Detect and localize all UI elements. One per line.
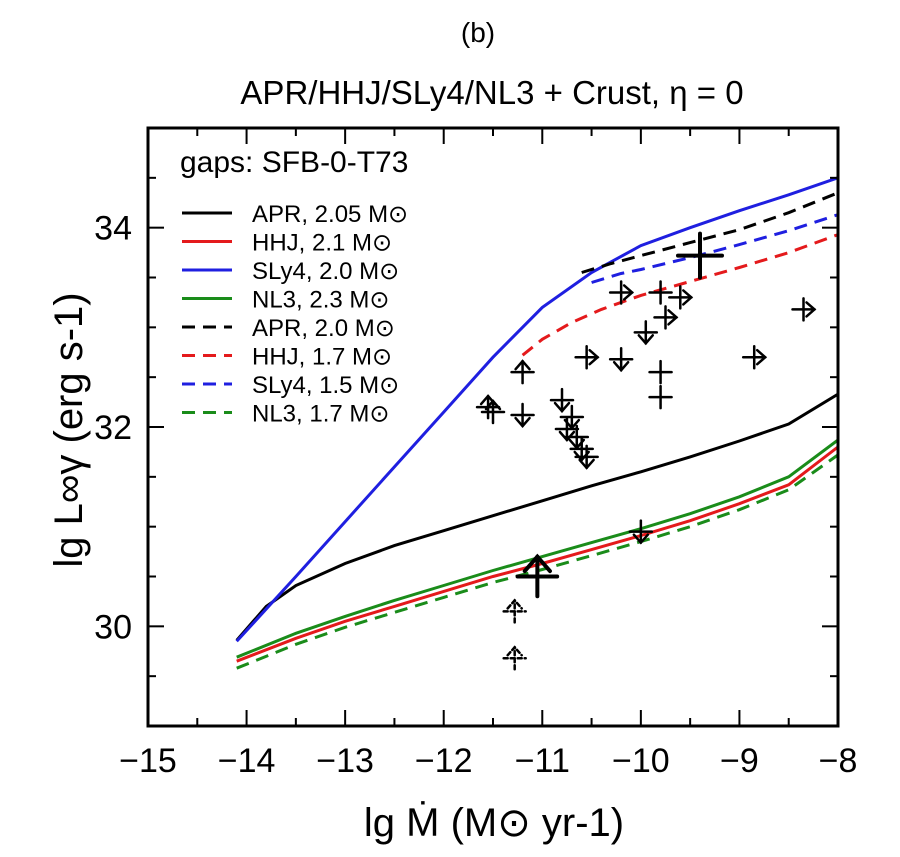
observation-marker bbox=[676, 231, 724, 280]
x-tick-label: −10 bbox=[612, 742, 670, 780]
legend-label: SLy4, 1.5 M⊙ bbox=[252, 372, 399, 399]
x-tick-label: −12 bbox=[415, 742, 473, 780]
y-tick-label: 30 bbox=[94, 608, 132, 646]
series-line bbox=[236, 453, 838, 670]
legend-label: SLy4, 2.0 M⊙ bbox=[252, 258, 399, 285]
x-tick-label: −14 bbox=[218, 742, 276, 780]
observation-marker bbox=[502, 645, 527, 671]
x-tick-label: −11 bbox=[515, 742, 570, 780]
series-line bbox=[591, 213, 838, 284]
observation-marker bbox=[648, 384, 673, 410]
y-tick-labels: 30 32 34 bbox=[94, 210, 132, 647]
observation-marker bbox=[668, 285, 694, 310]
series-line bbox=[581, 191, 838, 274]
chart-title: APR/HHJ/SLy4/NL3 + Crust, η = 0 bbox=[240, 74, 743, 111]
legend: gaps: SFB-0-T73 APR, 2.05 M⊙HHJ, 2.1 M⊙S… bbox=[180, 146, 408, 428]
series-line bbox=[235, 176, 838, 643]
observation-marker bbox=[549, 387, 575, 413]
legend-label: APR, 2.0 M⊙ bbox=[252, 315, 395, 342]
series-line bbox=[521, 233, 838, 357]
legend-label: HHJ, 1.7 M⊙ bbox=[252, 344, 392, 371]
observation-marker bbox=[648, 280, 673, 305]
y-tick-label: 34 bbox=[94, 210, 132, 248]
x-tick-label: −15 bbox=[119, 742, 177, 780]
x-tick-labels: −15 −14 −13 −12 −11 −10 −9 −8 bbox=[119, 742, 857, 780]
x-tick-label: −13 bbox=[316, 742, 374, 780]
observation-marker bbox=[628, 519, 654, 545]
observation-marker bbox=[741, 344, 768, 370]
observation-marker bbox=[515, 553, 560, 599]
observation-marker bbox=[633, 320, 659, 346]
y-axis-label: lg L∞γ (erg s-1) bbox=[47, 292, 91, 567]
x-tick-label: −8 bbox=[819, 742, 858, 780]
observation-marker bbox=[608, 280, 635, 305]
observation-marker bbox=[608, 346, 634, 373]
observation-marker bbox=[791, 297, 817, 322]
observation-marker bbox=[574, 444, 599, 470]
x-tick-label: −9 bbox=[720, 742, 759, 780]
legend-label: APR, 2.05 M⊙ bbox=[252, 201, 408, 228]
legend-label: HHJ, 2.1 M⊙ bbox=[252, 230, 392, 257]
observation-marker bbox=[648, 359, 673, 385]
observation-marker bbox=[510, 359, 535, 385]
ticks-layer bbox=[147, 127, 839, 727]
legend-label: NL3, 2.3 M⊙ bbox=[252, 287, 390, 314]
series-line bbox=[235, 392, 838, 642]
y-tick-label: 32 bbox=[94, 409, 132, 447]
observation-marker bbox=[574, 344, 600, 370]
legend-title: gaps: SFB-0-T73 bbox=[180, 146, 408, 179]
observation-marker bbox=[653, 305, 679, 330]
observation-marker bbox=[510, 402, 535, 428]
observations-layer bbox=[475, 231, 817, 671]
observation-marker bbox=[480, 399, 506, 425]
series-line bbox=[236, 438, 838, 659]
panel-label: (b) bbox=[461, 17, 495, 48]
x-axis-label: lg Ṁ (M⊙ yr-1) bbox=[364, 800, 624, 845]
observation-marker bbox=[502, 598, 527, 624]
legend-label: NL3, 1.7 M⊙ bbox=[252, 401, 390, 428]
series-layer bbox=[235, 176, 838, 670]
